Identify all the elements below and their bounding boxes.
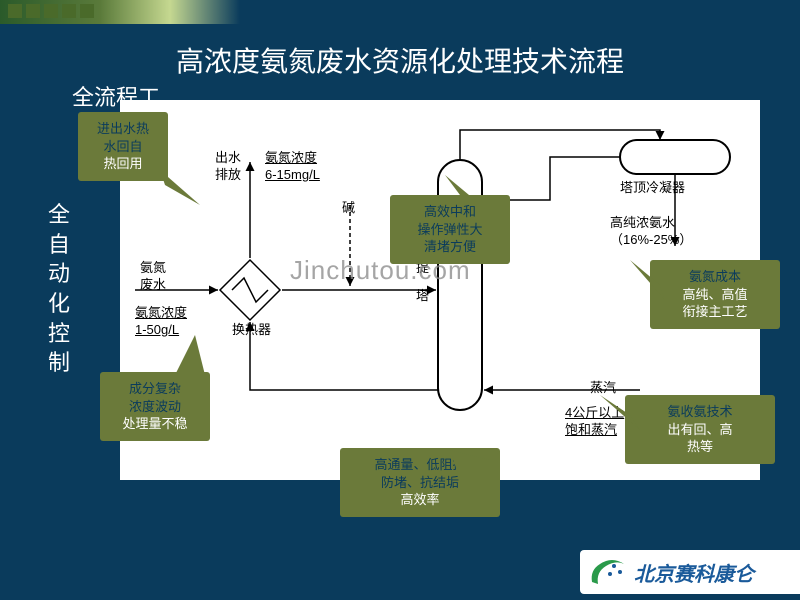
label-condenser: 塔顶冷凝器: [620, 180, 685, 197]
slide-title: 高浓度氨氮废水资源化处理技术流程: [0, 40, 800, 80]
logo-icon: [586, 554, 630, 590]
label-influent-conc: 氨氮浓度1-50g/L: [135, 305, 187, 339]
company-logo: 北京赛科康仑: [580, 550, 800, 594]
label-influent: 氨氮废水: [140, 260, 166, 294]
label-discharge-conc: 氨氮浓度6-15mg/L: [265, 150, 320, 184]
callout-product: 氨氮成本高纯、高值衔接主工艺: [650, 260, 780, 329]
slide-top-accent: [0, 0, 800, 24]
logo-text: 北京赛科康仑: [634, 558, 754, 587]
label-discharge: 出水排放: [215, 150, 241, 184]
callout-heat-recovery: 进出水热水回自热回用: [78, 112, 168, 181]
label-hex: 换热器: [232, 322, 271, 339]
callout-influent: 成分复杂浓度波动处理量不稳: [100, 372, 210, 441]
label-product: 高纯浓氨水（16%-25%）: [610, 215, 692, 249]
callout-internals: 高通量、低阻抗防堵、抗结垢高效率: [340, 448, 500, 517]
label-steam-spec: 4公斤以上饱和蒸汽: [565, 405, 624, 439]
label-alkali: 碱: [342, 200, 355, 217]
label-steam: 蒸汽: [590, 380, 616, 397]
callout-column: 高效中和操作弹性大清堵方便: [390, 195, 510, 264]
vertical-label: 全自动化控制: [48, 200, 72, 378]
callout-steam: 氨收氨技术出有回、高热等: [625, 395, 775, 464]
